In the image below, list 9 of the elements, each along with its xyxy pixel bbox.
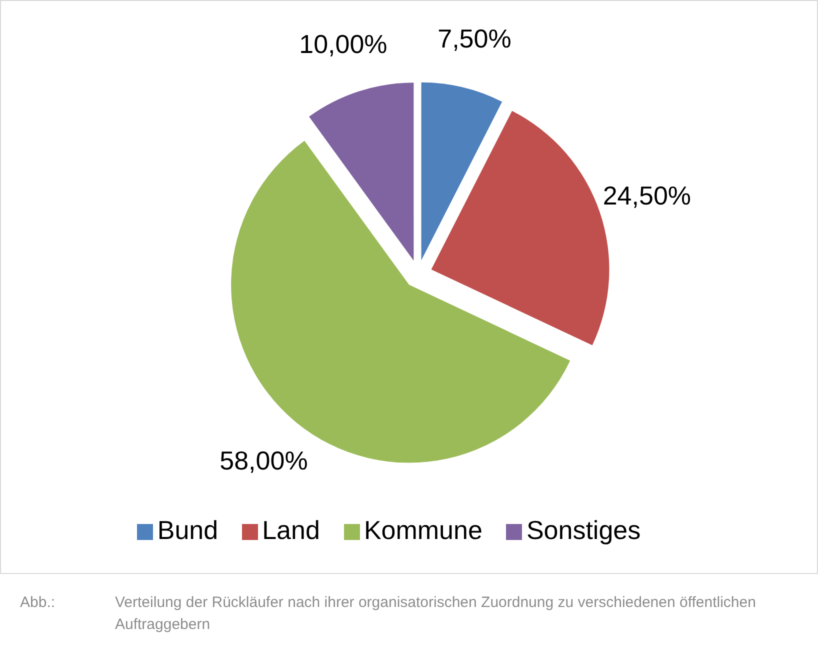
- data-label: 7,50%: [438, 24, 512, 54]
- data-label: 24,50%: [602, 180, 692, 211]
- legend-label: Kommune: [364, 515, 482, 545]
- data-label: 58,00%: [220, 445, 308, 476]
- text: Abb.: Verteilung der Rückläufer nach ihrer organisatorischen Zuordnung zu verschiedenen öffentlichen Auftraggebern: [20, 594, 756, 633]
- data-label: 10,00%: [299, 28, 388, 59]
- legend-label: Land: [262, 515, 320, 545]
- legend-label: Bund: [157, 515, 218, 545]
- legend-label: Sonstiges: [526, 515, 641, 545]
